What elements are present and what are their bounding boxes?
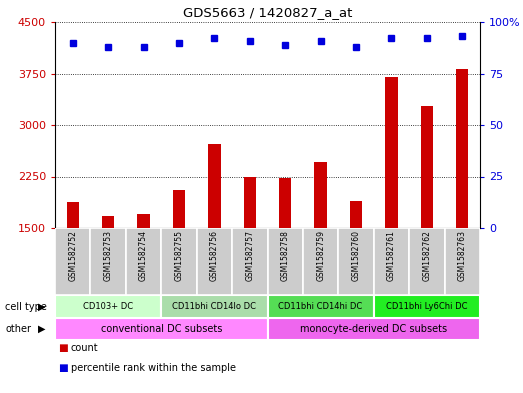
Bar xyxy=(55,295,161,318)
Text: GSM1582763: GSM1582763 xyxy=(458,230,467,281)
Text: GSM1582761: GSM1582761 xyxy=(387,230,396,281)
Bar xyxy=(409,228,445,295)
Text: GSM1582755: GSM1582755 xyxy=(175,230,184,281)
Text: conventional DC subsets: conventional DC subsets xyxy=(100,324,222,334)
Bar xyxy=(90,228,126,295)
Bar xyxy=(232,228,267,295)
Text: ▶: ▶ xyxy=(38,324,46,334)
Bar xyxy=(338,228,374,295)
Text: GSM1582757: GSM1582757 xyxy=(245,230,254,281)
Title: GDS5663 / 1420827_a_at: GDS5663 / 1420827_a_at xyxy=(183,6,352,19)
Bar xyxy=(267,318,480,340)
Text: GSM1582754: GSM1582754 xyxy=(139,230,148,281)
Bar xyxy=(350,200,362,228)
Bar xyxy=(456,69,469,228)
Bar xyxy=(173,189,185,228)
Text: GSM1582756: GSM1582756 xyxy=(210,230,219,281)
Text: ■: ■ xyxy=(58,343,67,353)
Text: ■: ■ xyxy=(58,363,67,373)
Text: GSM1582758: GSM1582758 xyxy=(281,230,290,281)
Text: percentile rank within the sample: percentile rank within the sample xyxy=(71,363,236,373)
Bar xyxy=(385,77,397,228)
Text: cell type: cell type xyxy=(5,301,47,312)
Bar xyxy=(197,228,232,295)
Bar xyxy=(303,228,338,295)
Bar xyxy=(445,228,480,295)
Text: CD11bhi CD14lo DC: CD11bhi CD14lo DC xyxy=(173,302,256,311)
Text: GSM1582760: GSM1582760 xyxy=(351,230,360,281)
Bar xyxy=(55,228,90,295)
Bar xyxy=(420,106,433,228)
Text: GSM1582752: GSM1582752 xyxy=(68,230,77,281)
Text: GSM1582753: GSM1582753 xyxy=(104,230,112,281)
Text: other: other xyxy=(5,324,31,334)
Bar xyxy=(55,318,267,340)
Bar xyxy=(161,228,197,295)
Bar xyxy=(279,178,291,228)
Text: ▶: ▶ xyxy=(38,301,46,312)
Bar xyxy=(314,162,327,228)
Bar xyxy=(267,228,303,295)
Bar xyxy=(244,177,256,228)
Text: GSM1582759: GSM1582759 xyxy=(316,230,325,281)
Bar xyxy=(138,214,150,228)
Bar xyxy=(267,295,374,318)
Bar xyxy=(126,228,161,295)
Text: CD11bhi Ly6Chi DC: CD11bhi Ly6Chi DC xyxy=(386,302,468,311)
Bar xyxy=(374,228,409,295)
Bar xyxy=(161,295,267,318)
Text: count: count xyxy=(71,343,98,353)
Bar xyxy=(208,144,221,228)
Bar xyxy=(374,295,480,318)
Text: GSM1582762: GSM1582762 xyxy=(423,230,431,281)
Text: CD11bhi CD14hi DC: CD11bhi CD14hi DC xyxy=(279,302,363,311)
Bar xyxy=(102,216,115,228)
Text: monocyte-derived DC subsets: monocyte-derived DC subsets xyxy=(300,324,447,334)
Text: CD103+ DC: CD103+ DC xyxy=(83,302,133,311)
Bar xyxy=(66,202,79,228)
